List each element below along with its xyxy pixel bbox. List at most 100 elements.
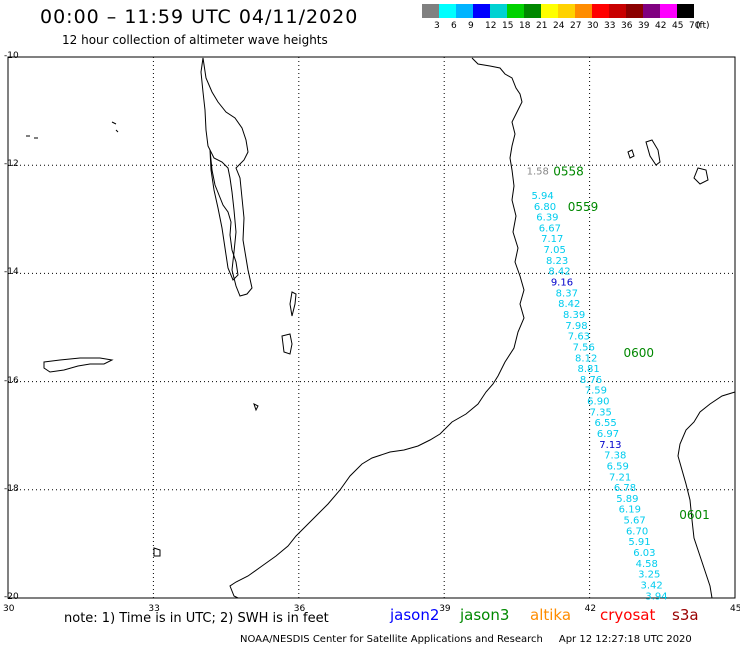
swh-value-label: 7.17 bbox=[541, 234, 563, 245]
legend-label: 30 bbox=[587, 21, 599, 31]
generation-timestamp: Apr 12 12:27:18 UTC 2020 bbox=[558, 634, 692, 645]
longitude-tick-label: 39 bbox=[439, 604, 451, 614]
swh-value-label: 8.76 bbox=[580, 375, 602, 386]
legend-swatch bbox=[541, 4, 558, 18]
track-time-label: 0558 bbox=[553, 165, 584, 179]
latitude-tick-label: -14 bbox=[4, 267, 19, 278]
legend-swatch bbox=[507, 4, 524, 18]
legend-label: 6 bbox=[451, 21, 457, 31]
swh-value-label: 5.67 bbox=[624, 516, 646, 527]
swh-value-label: 7.38 bbox=[604, 451, 626, 462]
comoros-island-1 bbox=[645, 139, 661, 166]
swh-value-label: 6.67 bbox=[539, 223, 561, 234]
legend-label: 42 bbox=[655, 21, 667, 31]
track-time-label: 0601 bbox=[679, 508, 710, 522]
swh-value-label: 5.91 bbox=[628, 537, 650, 548]
swh-value-label: 9.16 bbox=[551, 278, 573, 289]
swh-value-label: 3.42 bbox=[640, 580, 662, 591]
swh-value-label: 7.13 bbox=[599, 440, 621, 451]
swh-value-label: 5.94 bbox=[531, 191, 553, 202]
swh-value-label: 7.63 bbox=[568, 332, 590, 343]
swh-value-label: 7.35 bbox=[590, 407, 612, 418]
swh-value-label: 7.05 bbox=[544, 245, 566, 256]
swh-value-label: 5.89 bbox=[616, 494, 638, 505]
satellite-name-jason3: jason3 bbox=[460, 606, 510, 624]
legend-swatch bbox=[473, 4, 490, 18]
latitude-tick-label: -18 bbox=[4, 483, 19, 494]
longitude-tick-label: 36 bbox=[293, 604, 306, 614]
legend-swatch bbox=[643, 4, 660, 18]
legend-label: 18 bbox=[519, 21, 531, 31]
swh-value-label: 6.80 bbox=[534, 202, 556, 213]
credit-text: NOAA/NESDIS Center for Satellite Applica… bbox=[240, 634, 543, 645]
legend-label: 21 bbox=[536, 21, 548, 31]
lake-western bbox=[43, 357, 114, 373]
small-lake-3 bbox=[26, 135, 38, 139]
lake-malawi-inner bbox=[209, 149, 239, 281]
satellite-name-altika: altika bbox=[530, 606, 572, 624]
swh-value-label: 6.78 bbox=[614, 483, 636, 494]
legend-swatch bbox=[524, 4, 541, 18]
swh-value-label: 6.19 bbox=[619, 505, 641, 516]
swh-value-label: 6.03 bbox=[633, 548, 655, 559]
swh-value-label: 8.81 bbox=[577, 364, 599, 375]
longitude-tick-label: 42 bbox=[584, 604, 597, 614]
swh-value-label: 7.21 bbox=[609, 472, 631, 483]
longitude-tick-label: 33 bbox=[148, 604, 160, 614]
satellite-name-cryosat: cryosat bbox=[600, 606, 656, 624]
legend-label: 15 bbox=[502, 21, 514, 31]
swh-value-label: 8.12 bbox=[575, 353, 597, 364]
small-lake-1 bbox=[281, 333, 293, 355]
swh-value-label: 8.39 bbox=[563, 310, 585, 321]
legend-swatch bbox=[575, 4, 592, 18]
swh-value-label: 8.23 bbox=[546, 256, 568, 267]
legend-label: 45 bbox=[672, 21, 684, 31]
legend-swatch bbox=[609, 4, 626, 18]
africa-mainland-coast bbox=[229, 57, 525, 599]
legend-swatch bbox=[456, 4, 473, 18]
legend-swatch bbox=[677, 4, 694, 18]
swh-value-label: 3.25 bbox=[638, 570, 660, 581]
legend-swatch bbox=[626, 4, 643, 18]
coastlines bbox=[26, 57, 736, 599]
legend-swatch bbox=[490, 4, 507, 18]
latitude-tick-label: -20 bbox=[4, 592, 19, 602]
legend-label: 24 bbox=[553, 21, 565, 31]
track-time-label: 0559 bbox=[568, 200, 599, 214]
track-time-label: 0600 bbox=[624, 346, 655, 360]
swh-value-label: 6.55 bbox=[594, 418, 616, 429]
swh-value-label: 6.90 bbox=[587, 397, 609, 408]
page-subtitle: 12 hour collection of altimeter wave hei… bbox=[62, 33, 328, 47]
legend-swatch bbox=[660, 4, 677, 18]
map-frame bbox=[7, 56, 736, 599]
legend-label: 27 bbox=[570, 21, 582, 31]
longitude-tick-label: 30 bbox=[3, 604, 15, 614]
swh-value-label: 7.56 bbox=[573, 342, 595, 353]
latitude-tick-label: -10 bbox=[4, 51, 19, 61]
swh-value-label: 6.39 bbox=[536, 213, 558, 224]
swh-value-label: 8.42 bbox=[548, 267, 570, 278]
longitude-tick-label: 45 bbox=[730, 604, 740, 614]
small-lake-6 bbox=[253, 403, 259, 412]
legend-label: 70 bbox=[689, 21, 701, 31]
swh-value-label: 7.59 bbox=[585, 386, 607, 397]
swh-labels: 1.585.946.806.396.677.177.058.238.429.16… bbox=[527, 167, 668, 603]
legend-swatch bbox=[439, 4, 456, 18]
small-lake-4 bbox=[111, 121, 119, 133]
legend-label: 39 bbox=[638, 21, 650, 31]
small-lake-5 bbox=[153, 547, 161, 557]
small-lake-2 bbox=[289, 291, 297, 317]
swh-value-label: 3.94 bbox=[645, 591, 667, 602]
legend-label: 36 bbox=[621, 21, 633, 31]
footer-credit: NOAA/NESDIS Center for Satellite Applica… bbox=[240, 634, 692, 645]
color-legend bbox=[422, 4, 694, 18]
swh-value-label: 6.59 bbox=[607, 461, 629, 472]
latitude-tick-label: -16 bbox=[4, 375, 19, 386]
legend-swatch bbox=[558, 4, 575, 18]
comoros-island-2 bbox=[693, 167, 709, 185]
legend-label: 9 bbox=[468, 21, 474, 31]
swh-value-label: 8.37 bbox=[556, 288, 578, 299]
legend-swatch bbox=[422, 4, 439, 18]
legend-label: 33 bbox=[604, 21, 616, 31]
